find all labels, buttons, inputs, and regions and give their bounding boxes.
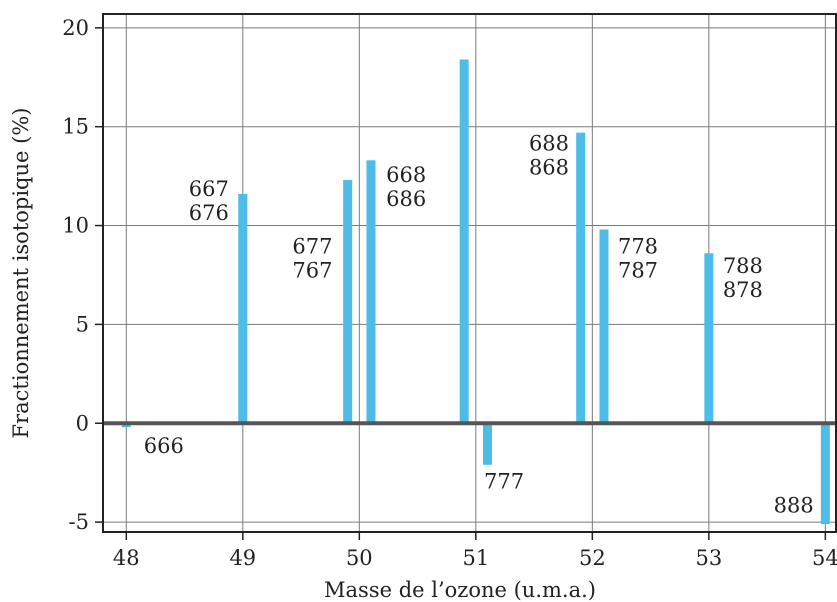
isotopologue-label-line: 677	[292, 234, 332, 258]
isotopologue-label: 667 676	[189, 177, 229, 225]
plot-area	[103, 14, 837, 532]
bar	[704, 253, 714, 424]
isotopologue-label: 668 686	[386, 163, 426, 211]
x-tick-label: 51	[462, 546, 489, 570]
x-tick-label: 48	[113, 546, 140, 570]
isotopologue-label: 777	[484, 470, 524, 494]
x-tick-label: 53	[695, 546, 722, 570]
isotopologue-label: 788 878	[723, 254, 763, 302]
isotopologue-label-line: 667	[189, 177, 229, 201]
y-tick-label: 15	[62, 115, 89, 139]
isotopologue-label-line: 788	[723, 254, 763, 278]
isotopologue-label-line: 778	[618, 234, 658, 258]
bar	[366, 160, 376, 424]
isotopologue-label: 677 767	[292, 234, 332, 282]
y-tick-label: 10	[62, 214, 89, 238]
x-tick-label: 49	[229, 546, 256, 570]
bar	[599, 229, 609, 424]
isotopologue-label: 888	[774, 493, 814, 517]
isotopologue-label: 688 868	[529, 132, 569, 180]
isotopologue-label-line: 777	[484, 470, 524, 494]
bar	[343, 180, 353, 424]
isotopologue-label-line: 666	[144, 434, 184, 458]
y-tick-label: 20	[62, 16, 89, 40]
plot-frame	[102, 13, 837, 533]
isotopologue-label-line: 868	[529, 156, 569, 180]
y-tick-label: 0	[76, 411, 89, 435]
x-tick-label: 50	[346, 546, 373, 570]
y-tick-label: -5	[69, 510, 89, 534]
bar	[238, 193, 248, 424]
bar	[459, 59, 469, 424]
y-axis-title: Fractionnement isotopique (%)	[9, 108, 33, 439]
x-tick-label: 54	[812, 546, 837, 570]
isotopologue-label-line: 787	[618, 258, 658, 282]
isotopologue-label: 666	[144, 434, 184, 458]
isotopologue-label-line: 878	[723, 278, 763, 302]
isotopologue-label-line: 688	[529, 132, 569, 156]
x-axis-title: Masse de l’ozone (u.m.a.)	[324, 578, 596, 602]
isotopologue-label-line: 686	[386, 187, 426, 211]
isotopologue-label: 778 787	[618, 234, 658, 282]
isotopologue-label-line: 676	[189, 201, 229, 225]
isotopologue-label-line: 767	[292, 258, 332, 282]
isotopologue-label-line: 888	[774, 493, 814, 517]
x-tick-label: 52	[579, 546, 606, 570]
bar	[482, 423, 492, 465]
y-tick-label: 5	[76, 312, 89, 336]
bar	[820, 423, 830, 525]
bar	[576, 132, 586, 424]
isotopologue-label-line: 668	[386, 163, 426, 187]
